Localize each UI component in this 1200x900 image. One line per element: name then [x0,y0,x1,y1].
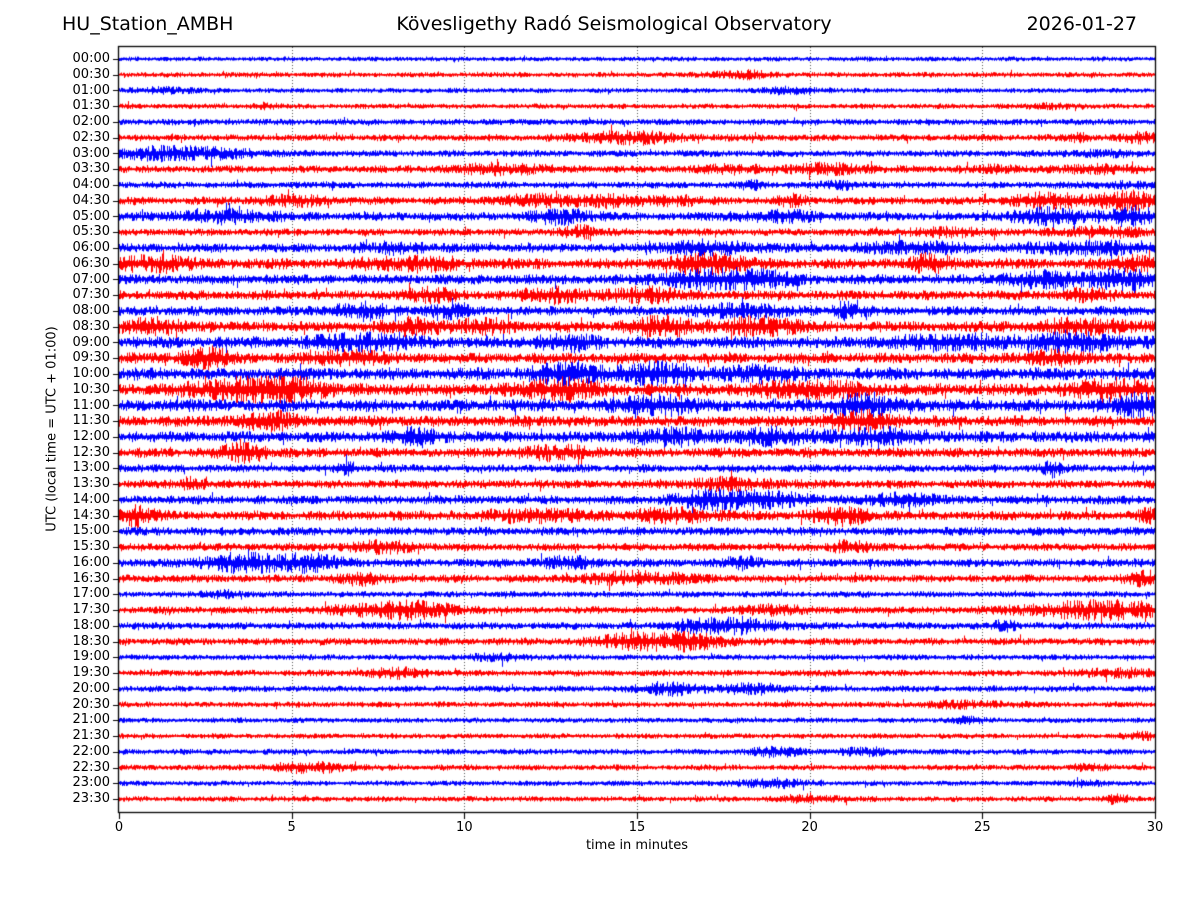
x-tick-label: 5 [287,820,296,835]
y-tick-label: 10:00 [72,366,110,382]
y-tick-label: 03:00 [72,145,110,161]
station-title: HU_Station_AMBH [62,13,234,35]
y-tick-label: 23:30 [72,791,110,807]
y-tick-label: 09:30 [72,350,110,366]
y-tick-label: 06:30 [72,255,110,271]
y-tick-label: 15:00 [72,523,110,539]
y-tick-label: 07:30 [72,287,110,303]
y-tick-label: 21:00 [72,712,110,728]
y-tick-label: 05:00 [72,208,110,224]
y-tick-label: 22:00 [72,743,110,759]
y-tick-label: 13:30 [72,476,110,492]
y-tick-label: 12:00 [72,429,110,444]
y-tick-label: 17:00 [72,586,110,602]
y-tick-label: 04:00 [72,177,110,193]
x-tick-label: 25 [974,820,991,835]
x-tick-label: 30 [1146,820,1164,835]
y-tick-label: 07:00 [72,271,110,287]
observatory-title: Kövesligethy Radó Seismological Observat… [396,13,832,35]
y-tick-label: 15:30 [72,539,110,555]
y-tick-label: 19:00 [72,649,110,665]
y-tick-label: 02:30 [72,129,110,145]
y-tick-label: 18:00 [72,617,110,633]
y-tick-label: 01:30 [72,98,110,114]
y-tick-label: 08:30 [72,318,110,334]
y-tick-label: 04:30 [72,192,110,208]
y-tick-label: 10:30 [72,381,110,397]
x-axis-label: time in minutes [585,838,689,853]
y-tick-label: 14:30 [72,507,110,523]
y-tick-label: 00:30 [72,66,110,82]
x-tick-label: 0 [114,820,124,835]
y-tick-label: 17:30 [72,602,110,618]
y-tick-label: 02:00 [72,114,110,130]
x-tick-label: 10 [456,820,473,835]
y-tick-label: 05:30 [72,224,110,240]
y-tick-label: 12:30 [72,444,110,460]
y-tick-label: 18:30 [72,633,110,649]
x-tick-label: 15 [628,820,646,835]
y-tick-label: 09:00 [72,334,110,350]
y-tick-label: 16:30 [72,570,110,586]
y-tick-label: 13:00 [72,460,110,476]
date-label: 2026-01-27 [1026,13,1137,35]
y-tick-label: 00:00 [72,51,110,67]
y-tick-label: 08:00 [72,303,110,319]
y-tick-label: 06:00 [72,240,110,256]
x-tick-label: 20 [801,820,818,835]
y-tick-label: 21:30 [72,728,110,744]
y-tick-label: 16:00 [72,554,110,570]
y-tick-label: 19:30 [72,665,110,681]
y-tick-label: 01:00 [72,82,110,98]
y-tick-label: 20:00 [72,680,110,696]
y-tick-label: 11:30 [72,413,110,429]
y-tick-label: 20:30 [72,696,110,712]
y-tick-label: 23:00 [72,775,110,791]
y-tick-label: 03:30 [72,161,110,177]
y-tick-label: 22:30 [72,759,110,775]
y-tick-label: 11:00 [72,397,110,413]
y-tick-label: 14:00 [72,491,110,507]
